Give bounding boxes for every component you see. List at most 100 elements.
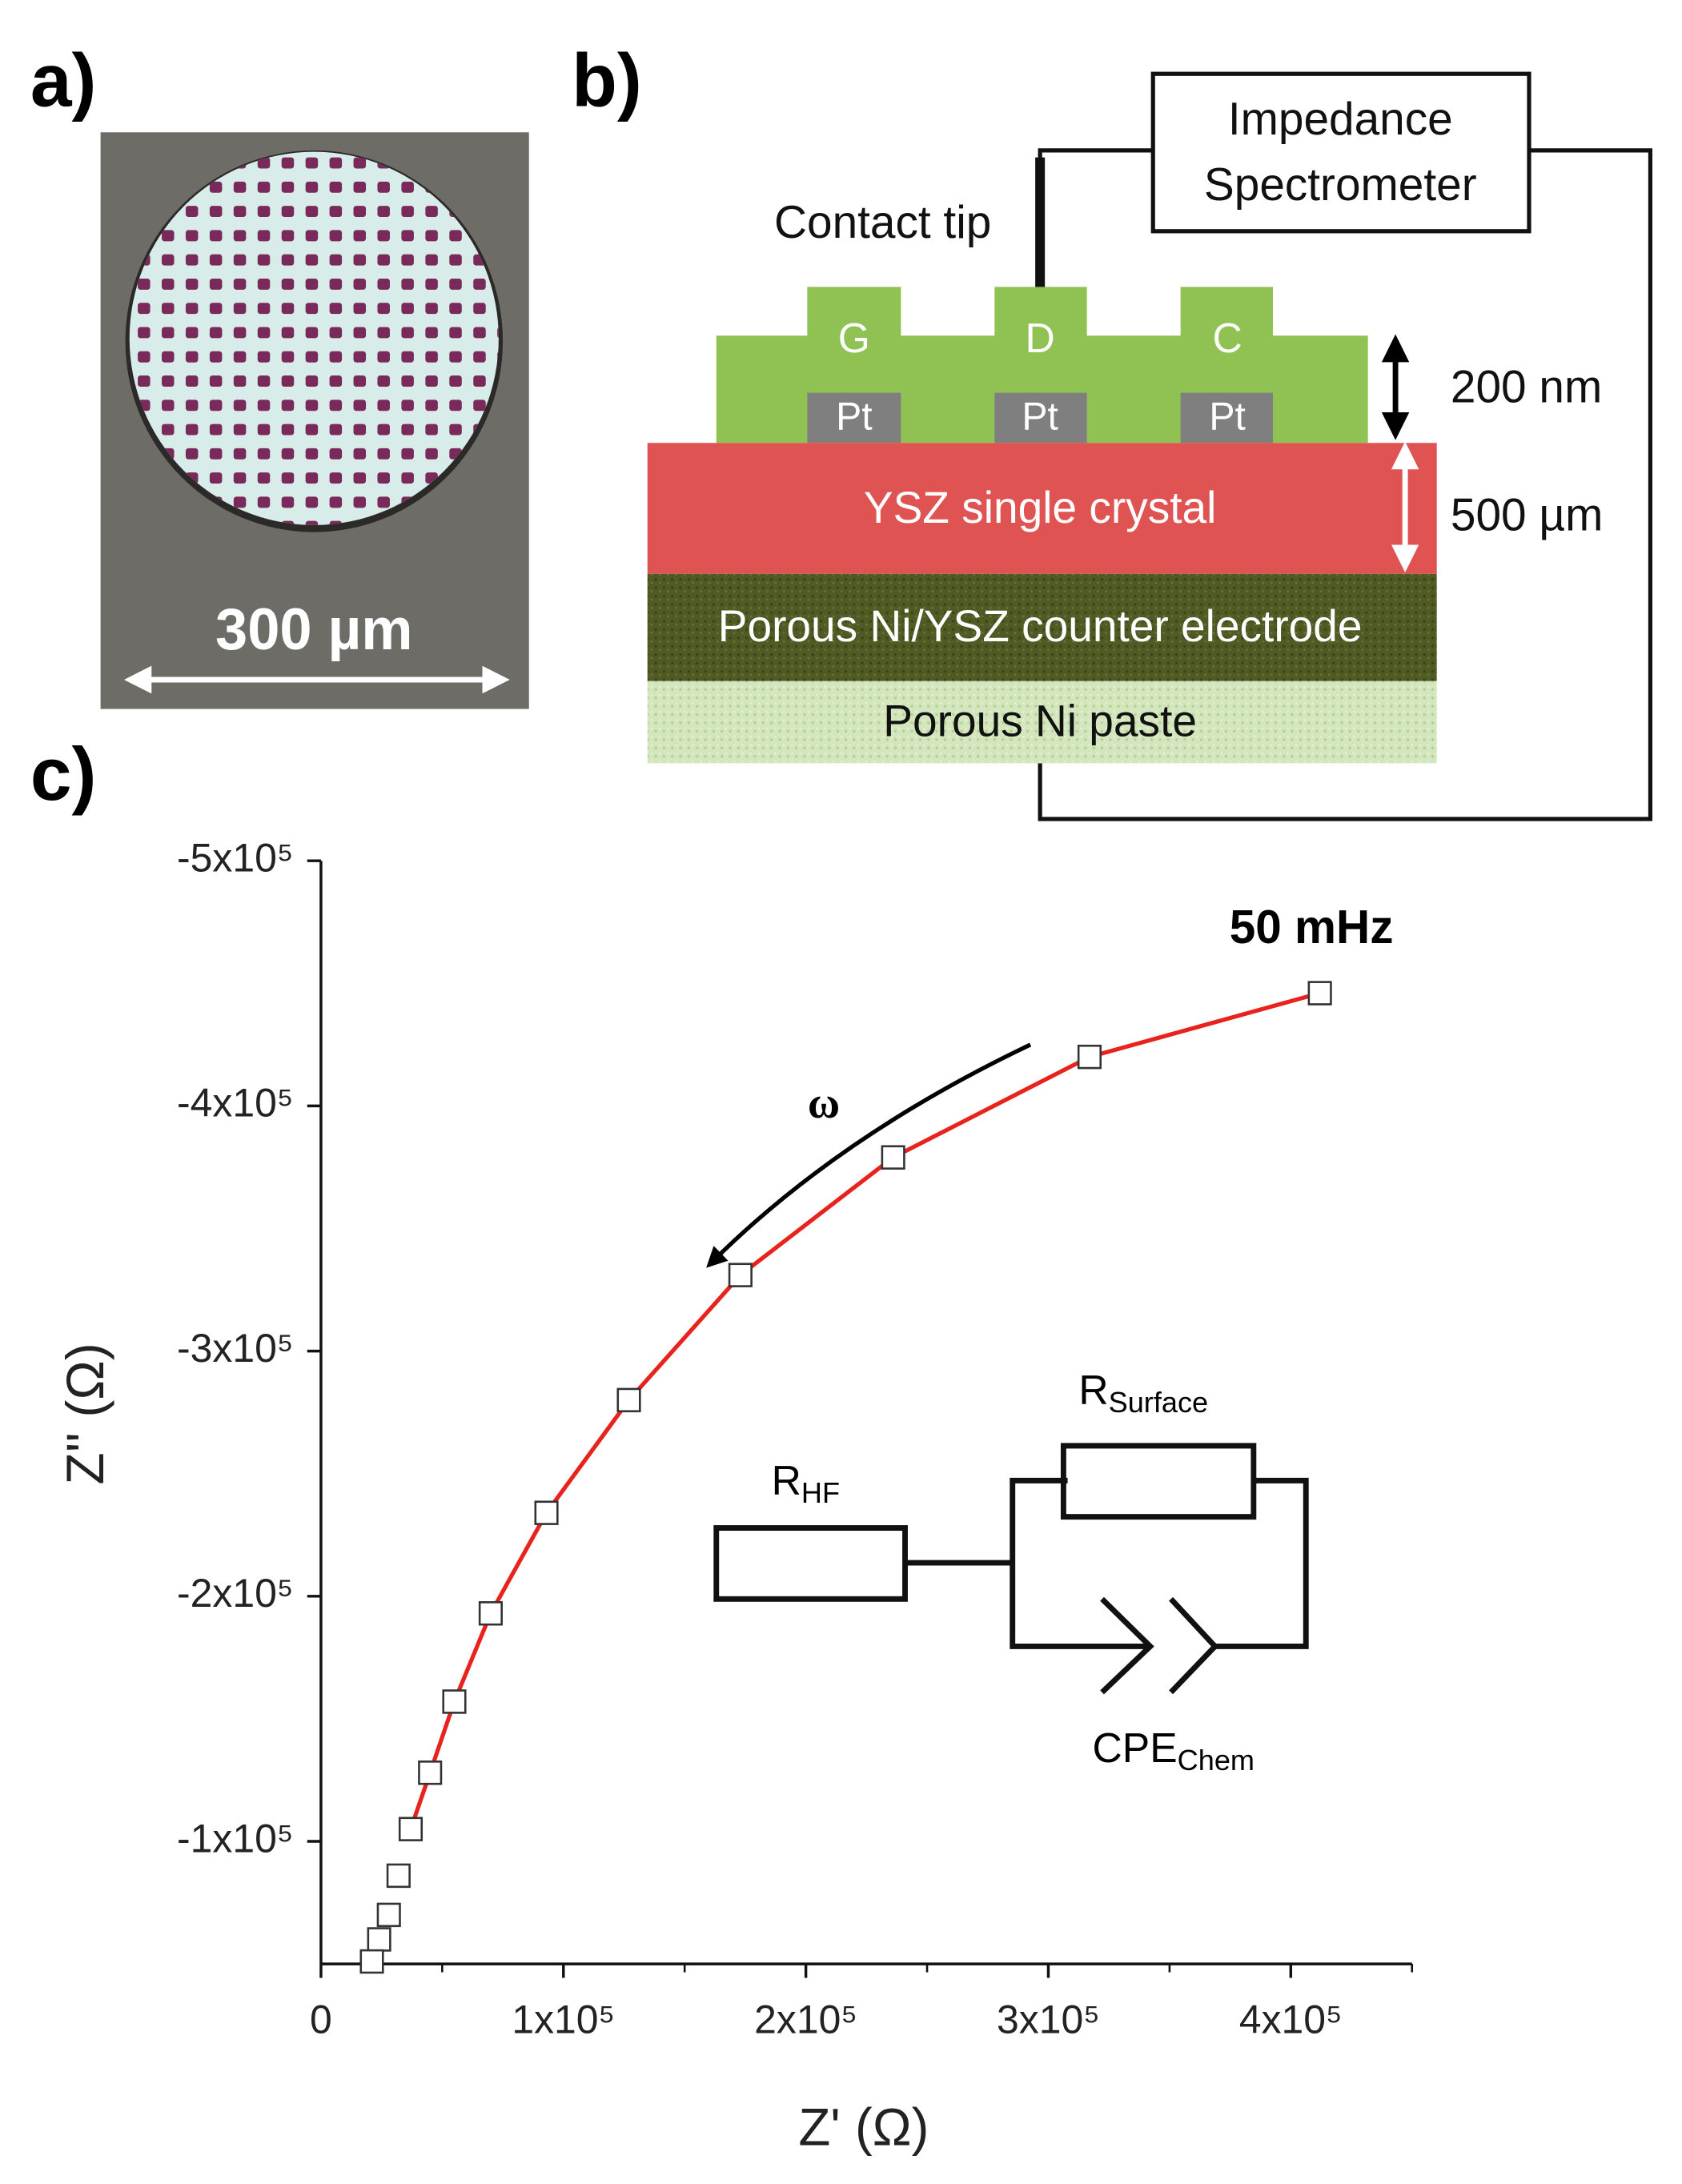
pore <box>138 303 151 315</box>
pore <box>233 351 247 363</box>
pore <box>401 278 414 290</box>
pore <box>209 254 223 266</box>
pore <box>185 230 199 242</box>
spectrometer-box <box>1150 71 1531 234</box>
pore <box>305 520 319 525</box>
pore <box>185 448 199 460</box>
pore <box>377 230 390 242</box>
pore <box>209 424 223 436</box>
pore <box>185 375 199 387</box>
pore <box>425 327 438 339</box>
pore <box>449 351 462 363</box>
pore <box>185 278 199 290</box>
contact-label: G <box>838 315 870 361</box>
pore <box>353 399 367 412</box>
pore <box>257 303 271 315</box>
pore <box>329 181 343 193</box>
pore <box>401 230 414 242</box>
pore <box>353 254 367 266</box>
frequency-label: 50 mHz <box>1230 901 1394 953</box>
pore <box>162 254 175 266</box>
data-point <box>442 1689 467 1714</box>
pore <box>401 327 414 339</box>
pore <box>329 230 343 242</box>
pore <box>401 206 414 218</box>
pore <box>353 157 367 169</box>
pore <box>185 206 199 218</box>
pore <box>305 230 319 242</box>
pore <box>377 254 390 266</box>
pore <box>449 399 462 412</box>
data-point <box>386 1863 411 1889</box>
pore <box>377 181 390 193</box>
pore <box>233 230 247 242</box>
layer-label: Porous Ni/YSZ counter electrode <box>718 601 1363 651</box>
pore <box>281 351 295 363</box>
pore <box>305 424 319 436</box>
pore <box>233 254 247 266</box>
pore <box>233 303 247 315</box>
pore <box>257 496 271 508</box>
pore <box>138 327 151 339</box>
pore <box>233 181 247 193</box>
pore <box>329 278 343 290</box>
pore <box>401 181 414 193</box>
pore <box>449 375 462 387</box>
pore <box>401 399 414 412</box>
panel-label: c) <box>30 732 97 817</box>
data-point <box>616 1387 641 1413</box>
pore <box>329 254 343 266</box>
pt-layer <box>994 392 1087 444</box>
contact-label: D <box>1026 315 1055 361</box>
pore <box>162 303 175 315</box>
pore <box>425 351 438 363</box>
pore <box>449 230 462 242</box>
pore <box>377 303 390 315</box>
label-main: R <box>772 1456 801 1503</box>
pore <box>377 399 390 412</box>
pore <box>233 496 247 508</box>
pt-label: Pt <box>836 395 873 438</box>
pore <box>353 230 367 242</box>
x-tick-label: 2x10⁵ <box>754 1997 857 2041</box>
pore <box>209 181 223 193</box>
pore <box>162 327 175 339</box>
pore <box>425 230 438 242</box>
pore <box>401 254 414 266</box>
pore <box>329 399 343 412</box>
layer-label: Porous Ni paste <box>883 696 1197 745</box>
pore <box>162 230 175 242</box>
pore <box>257 424 271 436</box>
y-tick-label: -1x10⁵ <box>177 1816 293 1861</box>
pore <box>257 278 271 290</box>
pore <box>233 448 247 460</box>
pore <box>185 254 199 266</box>
pore <box>425 206 438 218</box>
pore <box>209 399 223 412</box>
pore <box>281 424 295 436</box>
y-axis-title: Z'' (Ω) <box>55 1343 114 1484</box>
thickness-label: 500 µm <box>1451 489 1603 540</box>
pore <box>377 327 390 339</box>
pore <box>473 327 486 339</box>
pore <box>305 327 319 339</box>
circuit <box>713 1443 1309 1695</box>
pore <box>281 278 295 290</box>
pore <box>138 375 151 387</box>
pore <box>257 399 271 412</box>
y-tick-label: -4x10⁵ <box>177 1080 293 1125</box>
panel-label: a) <box>30 38 97 122</box>
x-tick-label: 1x10⁵ <box>512 1997 615 2041</box>
label-main: R <box>1078 1366 1108 1412</box>
tip-label: Contact tip <box>774 197 991 248</box>
pore <box>305 351 319 363</box>
crystal-layer <box>647 443 1437 574</box>
pore <box>305 399 319 412</box>
circuit-label: RHF <box>772 1456 840 1508</box>
label-sub: HF <box>801 1475 840 1508</box>
pore <box>233 278 247 290</box>
pore <box>305 278 319 290</box>
pore <box>305 157 319 169</box>
pore <box>257 254 271 266</box>
pore <box>377 448 390 460</box>
